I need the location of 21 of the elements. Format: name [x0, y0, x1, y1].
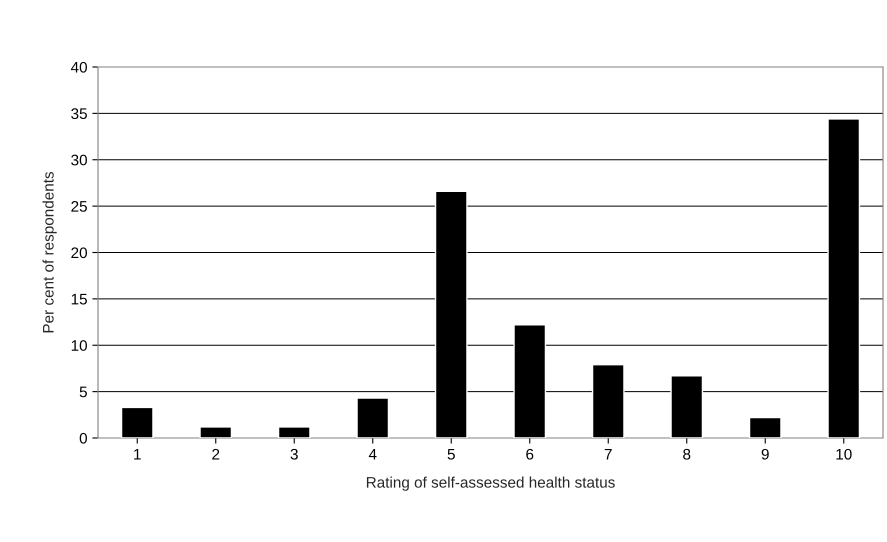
x-tick-label: 5 — [448, 448, 455, 460]
x-tick-label: 8 — [683, 448, 690, 460]
y-tick-label: 15 — [72, 294, 87, 305]
x-tick-label: 10 — [836, 448, 852, 460]
y-tick-label: 35 — [71, 108, 87, 120]
x-tick-label: 1 — [134, 448, 141, 460]
x-tick-label: 2 — [212, 448, 220, 460]
x-tick-label: 6 — [526, 448, 534, 460]
y-tick-label: 25 — [71, 200, 87, 212]
y-tick-label: 20 — [71, 247, 87, 258]
y-tick-label: 0 — [80, 432, 87, 444]
y-tick-label: 5 — [80, 386, 87, 398]
x-tick-label: 9 — [762, 448, 769, 460]
x-tick-label: 3 — [290, 448, 298, 460]
x-axis-title: Rating of self-assessed health status — [366, 476, 615, 491]
y-axis-title: Per cent of respondents — [42, 172, 57, 332]
y-tick-label: 40 — [70, 62, 87, 73]
y-tick-label: 10 — [72, 340, 87, 351]
x-tick-label: 7 — [604, 448, 612, 460]
y-tick-label: 30 — [71, 154, 87, 166]
x-tick-label: 4 — [368, 448, 377, 460]
